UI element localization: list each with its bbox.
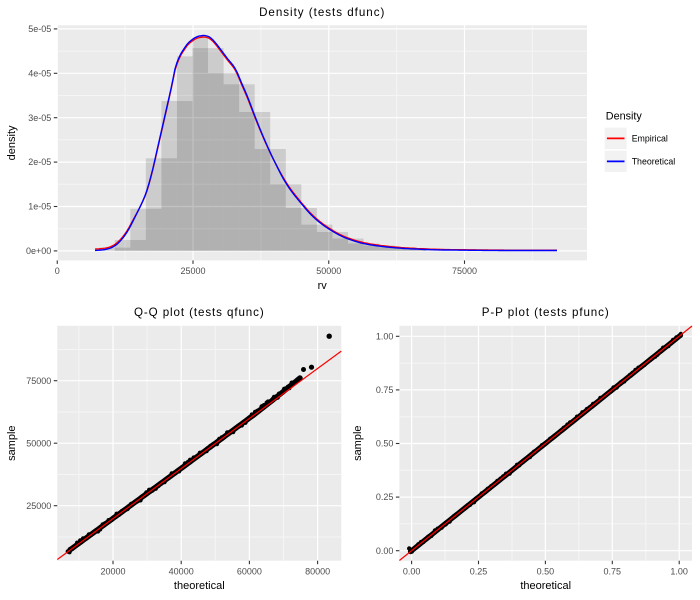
- svg-text:0.25: 0.25: [470, 566, 488, 576]
- svg-text:25000: 25000: [180, 266, 205, 276]
- svg-text:P-P plot (tests pfunc): P-P plot (tests pfunc): [482, 306, 610, 319]
- svg-text:theoretical: theoretical: [520, 580, 571, 592]
- svg-text:0.00: 0.00: [403, 566, 421, 576]
- svg-text:50000: 50000: [26, 438, 51, 448]
- svg-text:50000: 50000: [316, 266, 341, 276]
- svg-text:2e-05: 2e-05: [28, 157, 51, 167]
- svg-text:0.00: 0.00: [376, 546, 394, 556]
- svg-text:20000: 20000: [100, 566, 125, 576]
- svg-text:1.00: 1.00: [670, 566, 688, 576]
- svg-text:0.25: 0.25: [376, 492, 394, 502]
- svg-text:4e-05: 4e-05: [28, 68, 51, 78]
- svg-text:75000: 75000: [452, 266, 477, 276]
- svg-text:0.75: 0.75: [604, 566, 622, 576]
- svg-text:5e-05: 5e-05: [28, 24, 51, 34]
- svg-text:60000: 60000: [237, 566, 262, 576]
- svg-text:1.00: 1.00: [376, 331, 394, 341]
- svg-text:40000: 40000: [169, 566, 194, 576]
- svg-text:rv: rv: [318, 280, 328, 292]
- svg-text:sample: sample: [352, 425, 364, 460]
- svg-text:Density: Density: [606, 111, 643, 123]
- svg-text:Density (tests dfunc): Density (tests dfunc): [259, 6, 385, 19]
- svg-text:80000: 80000: [305, 566, 330, 576]
- svg-text:0e+00: 0e+00: [26, 246, 51, 256]
- svg-text:1e-05: 1e-05: [28, 202, 51, 212]
- svg-text:0.50: 0.50: [537, 566, 555, 576]
- svg-text:theoretical: theoretical: [174, 580, 225, 592]
- svg-text:Q-Q plot (tests qfunc): Q-Q plot (tests qfunc): [134, 306, 265, 319]
- svg-text:Theoretical: Theoretical: [632, 157, 676, 167]
- svg-text:3e-05: 3e-05: [28, 113, 51, 123]
- svg-text:25000: 25000: [26, 501, 51, 511]
- svg-text:75000: 75000: [26, 376, 51, 386]
- svg-text:0: 0: [55, 266, 60, 276]
- svg-text:0.50: 0.50: [376, 439, 394, 449]
- svg-text:0.75: 0.75: [376, 385, 394, 395]
- svg-text:density: density: [6, 125, 18, 160]
- svg-text:Empirical: Empirical: [632, 134, 668, 144]
- svg-text:sample: sample: [6, 425, 18, 460]
